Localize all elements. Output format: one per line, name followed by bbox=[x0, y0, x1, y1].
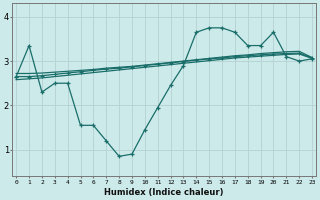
X-axis label: Humidex (Indice chaleur): Humidex (Indice chaleur) bbox=[104, 188, 224, 197]
